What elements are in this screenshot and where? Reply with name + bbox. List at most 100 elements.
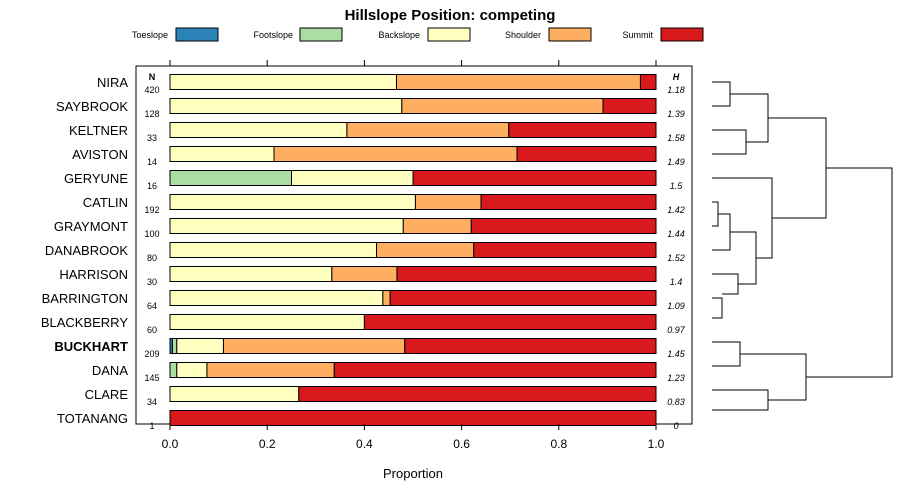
- row-keltner: KELTNER 33 1.58: [69, 122, 685, 143]
- bar-segment-shoulder: [346, 122, 510, 138]
- row-label: BLACKBERRY: [41, 315, 129, 330]
- bar-segment-summit: [470, 218, 657, 234]
- row-graymont: GRAYMONT 100 1.44: [54, 218, 685, 239]
- row-n-value: 192: [144, 205, 159, 215]
- row-buckhart: BUCKHART 209 1.45: [54, 338, 686, 359]
- bar-segment-shoulder: [206, 362, 335, 378]
- bar-segment-summit: [396, 266, 657, 282]
- bar-segment-backslope: [169, 218, 404, 234]
- row-label: AVISTON: [72, 147, 128, 162]
- legend-label-toeslope: Toeslope: [132, 30, 168, 40]
- row-label: GERYUNE: [64, 171, 128, 186]
- dendro-branch-9: [712, 177, 773, 259]
- row-n-value: 64: [147, 301, 157, 311]
- bar-segment-backslope: [169, 290, 384, 306]
- bar-segment-backslope: [169, 74, 397, 90]
- row-catlin: CATLIN 192 1.42: [83, 194, 685, 215]
- legend-label-backslope: Backslope: [378, 30, 420, 40]
- row-n-value: 14: [147, 157, 157, 167]
- bar-segment-backslope: [169, 242, 378, 258]
- bar-segment-summit: [298, 386, 657, 402]
- row-h-value: 1.49: [667, 157, 685, 167]
- bar-segment-summit: [404, 338, 657, 354]
- bar-segment-backslope: [176, 338, 224, 354]
- row-n-value: 30: [147, 277, 157, 287]
- bar-segment-summit: [516, 146, 657, 162]
- bar-segment-backslope: [291, 170, 414, 186]
- row-aviston: AVISTON 14 1.49: [72, 146, 685, 167]
- row-label: TOTANANG: [57, 411, 128, 426]
- legend-swatch-shoulder: [548, 27, 592, 42]
- bar-segment-backslope: [169, 266, 333, 282]
- row-n-value: 33: [147, 133, 157, 143]
- bar-segment-backslope: [169, 386, 300, 402]
- dendro-branch-3: [712, 129, 747, 155]
- legend-swatch-toeslope: [175, 27, 219, 42]
- dendro-branch-10: [768, 117, 827, 219]
- x-axis: 0.0 0.2 0.4 0.6 0.8 1.0: [162, 424, 665, 451]
- row-label: SAYBROOK: [56, 99, 128, 114]
- row-n-value: 100: [144, 229, 159, 239]
- row-n-value: 128: [144, 109, 159, 119]
- row-geryune: GERYUNE 16 1.5: [64, 170, 684, 191]
- x-axis-label: Proportion: [383, 466, 443, 481]
- bar-segment-summit: [473, 242, 657, 258]
- bar-segment-summit: [412, 170, 657, 186]
- dendro-branch-7: [712, 273, 739, 295]
- bar-segment-shoulder: [402, 218, 472, 234]
- bar-segment-summit: [389, 290, 657, 306]
- legend-label-shoulder: Shoulder: [505, 30, 541, 40]
- bar-segment-footslope: [169, 362, 178, 378]
- bar-segment-backslope: [169, 146, 275, 162]
- row-label: BARRINGTON: [42, 291, 128, 306]
- bar-segment-shoulder: [222, 338, 406, 354]
- row-h-value: 1.09: [667, 301, 685, 311]
- chart-legend: Toeslope Footslope Backslope Shoulder Summit: [132, 27, 704, 42]
- dendro-branch-4: [712, 201, 719, 227]
- x-tick-label: 0.2: [259, 437, 276, 451]
- legend-label-footslope: Footslope: [253, 30, 293, 40]
- row-h-value: 1.45: [667, 349, 686, 359]
- row-h-value: 1.5: [670, 181, 684, 191]
- row-h-value: 1.58: [667, 133, 685, 143]
- top-axis-ticks: [169, 60, 657, 66]
- bar-segment-backslope: [169, 194, 416, 210]
- row-label: GRAYMONT: [54, 219, 128, 234]
- row-n-value: 1: [149, 421, 154, 431]
- bar-segment-summit: [363, 314, 657, 330]
- row-label: BUCKHART: [54, 339, 128, 354]
- bar-segment-backslope: [169, 98, 403, 114]
- bar-segment-backslope: [176, 362, 208, 378]
- row-h-value: 1.52: [667, 253, 685, 263]
- row-h-value: 1.18: [667, 85, 685, 95]
- row-label: HARRISON: [59, 267, 128, 282]
- dendro-branch-8: [712, 297, 723, 319]
- row-nira: NIRA 420 1.18: [97, 74, 685, 95]
- n-column-header: N: [149, 72, 156, 82]
- bar-segment-shoulder: [382, 290, 391, 306]
- legend-swatch-summit: [660, 27, 704, 42]
- row-n-value: 60: [147, 325, 157, 335]
- row-label: DANA: [92, 363, 128, 378]
- bar-segment-shoulder: [273, 146, 518, 162]
- bar-segment-footslope: [169, 170, 292, 186]
- legend-swatch-backslope: [427, 27, 471, 42]
- bar-segment-shoulder: [395, 74, 641, 90]
- row-n-value: 34: [147, 397, 157, 407]
- row-n-value: 16: [147, 181, 157, 191]
- row-n-value: 145: [144, 373, 159, 383]
- row-blackberry: BLACKBERRY 60 0.97: [41, 314, 686, 335]
- dendro-branch-12: [712, 389, 769, 411]
- bar-segment-shoulder: [331, 266, 398, 282]
- row-label: NIRA: [97, 75, 128, 90]
- legend-swatch-footslope: [299, 27, 343, 42]
- bar-segment-summit: [333, 362, 657, 378]
- dendrogram: [712, 81, 893, 411]
- row-n-value: 209: [144, 349, 159, 359]
- row-h-value: 1.42: [667, 205, 685, 215]
- row-label: KELTNER: [69, 123, 128, 138]
- chart-rows: NIRA 420 1.18 SAYBROOK 128 1.39 KELTNER 33 1.58 A…: [41, 74, 686, 431]
- bar-segment-backslope: [169, 314, 365, 330]
- row-barrington: BARRINGTON 64 1.09: [42, 290, 685, 311]
- row-saybrook: SAYBROOK 128 1.39: [56, 98, 685, 119]
